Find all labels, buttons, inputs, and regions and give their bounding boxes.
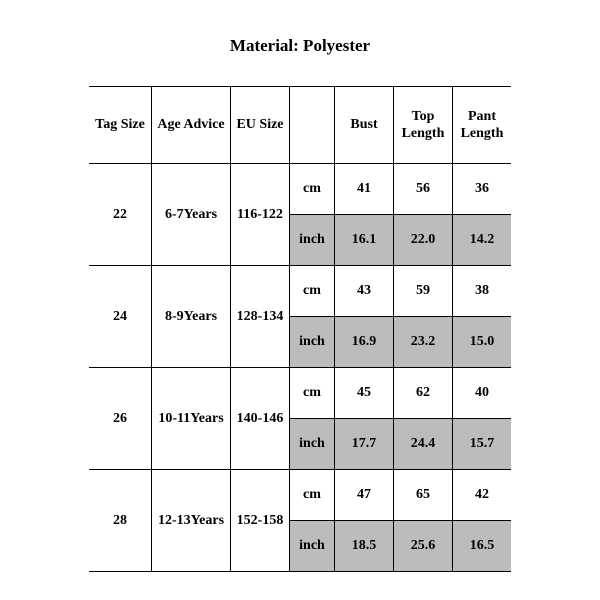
col-tag-size: Tag Size	[89, 87, 152, 164]
cell-top-inch: 25.6	[394, 521, 453, 572]
cell-pant-cm: 38	[453, 266, 512, 317]
cell-age: 12-13Years	[152, 470, 231, 572]
cell-pant-inch: 15.0	[453, 317, 512, 368]
table-header-row: Tag Size Age Advice EU Size Bust TopLeng…	[89, 87, 511, 164]
cell-unit-cm: cm	[290, 266, 335, 317]
cell-top-inch: 23.2	[394, 317, 453, 368]
cell-unit-inch: inch	[290, 419, 335, 470]
cell-eu: 128-134	[231, 266, 290, 368]
col-bust: Bust	[335, 87, 394, 164]
page: Material: Polyester Tag Size Age Advice …	[0, 0, 600, 600]
cell-unit-inch: inch	[290, 521, 335, 572]
cell-pant-inch: 15.7	[453, 419, 512, 470]
cell-age: 10-11Years	[152, 368, 231, 470]
cell-bust-inch: 18.5	[335, 521, 394, 572]
cell-pant-cm: 36	[453, 164, 512, 215]
col-age-advice: Age Advice	[152, 87, 231, 164]
cell-tag: 26	[89, 368, 152, 470]
col-eu-size: EU Size	[231, 87, 290, 164]
cell-top-inch: 24.4	[394, 419, 453, 470]
cell-top-cm: 62	[394, 368, 453, 419]
cell-unit-cm: cm	[290, 368, 335, 419]
cell-top-cm: 65	[394, 470, 453, 521]
size-table: Tag Size Age Advice EU Size Bust TopLeng…	[89, 86, 511, 572]
cell-bust-cm: 43	[335, 266, 394, 317]
cell-unit-inch: inch	[290, 317, 335, 368]
cell-bust-inch: 16.9	[335, 317, 394, 368]
cell-pant-cm: 42	[453, 470, 512, 521]
cell-pant-inch: 14.2	[453, 215, 512, 266]
cell-top-cm: 59	[394, 266, 453, 317]
cell-unit-cm: cm	[290, 470, 335, 521]
table-row: 26 10-11Years 140-146 cm 45 62 40	[89, 368, 511, 419]
cell-unit-inch: inch	[290, 215, 335, 266]
cell-age: 6-7Years	[152, 164, 231, 266]
cell-bust-inch: 17.7	[335, 419, 394, 470]
table-row: 28 12-13Years 152-158 cm 47 65 42	[89, 470, 511, 521]
col-top-length: TopLength	[394, 87, 453, 164]
cell-eu: 140-146	[231, 368, 290, 470]
cell-bust-cm: 45	[335, 368, 394, 419]
cell-tag: 22	[89, 164, 152, 266]
cell-top-cm: 56	[394, 164, 453, 215]
cell-tag: 24	[89, 266, 152, 368]
cell-bust-cm: 41	[335, 164, 394, 215]
table-row: 24 8-9Years 128-134 cm 43 59 38	[89, 266, 511, 317]
cell-unit-cm: cm	[290, 164, 335, 215]
cell-top-inch: 22.0	[394, 215, 453, 266]
cell-pant-cm: 40	[453, 368, 512, 419]
cell-pant-inch: 16.5	[453, 521, 512, 572]
cell-bust-cm: 47	[335, 470, 394, 521]
col-unit	[290, 87, 335, 164]
cell-age: 8-9Years	[152, 266, 231, 368]
cell-eu: 116-122	[231, 164, 290, 266]
table-row: 22 6-7Years 116-122 cm 41 56 36	[89, 164, 511, 215]
cell-eu: 152-158	[231, 470, 290, 572]
material-title: Material: Polyester	[0, 36, 600, 56]
cell-tag: 28	[89, 470, 152, 572]
col-pant-length: PantLength	[453, 87, 512, 164]
cell-bust-inch: 16.1	[335, 215, 394, 266]
